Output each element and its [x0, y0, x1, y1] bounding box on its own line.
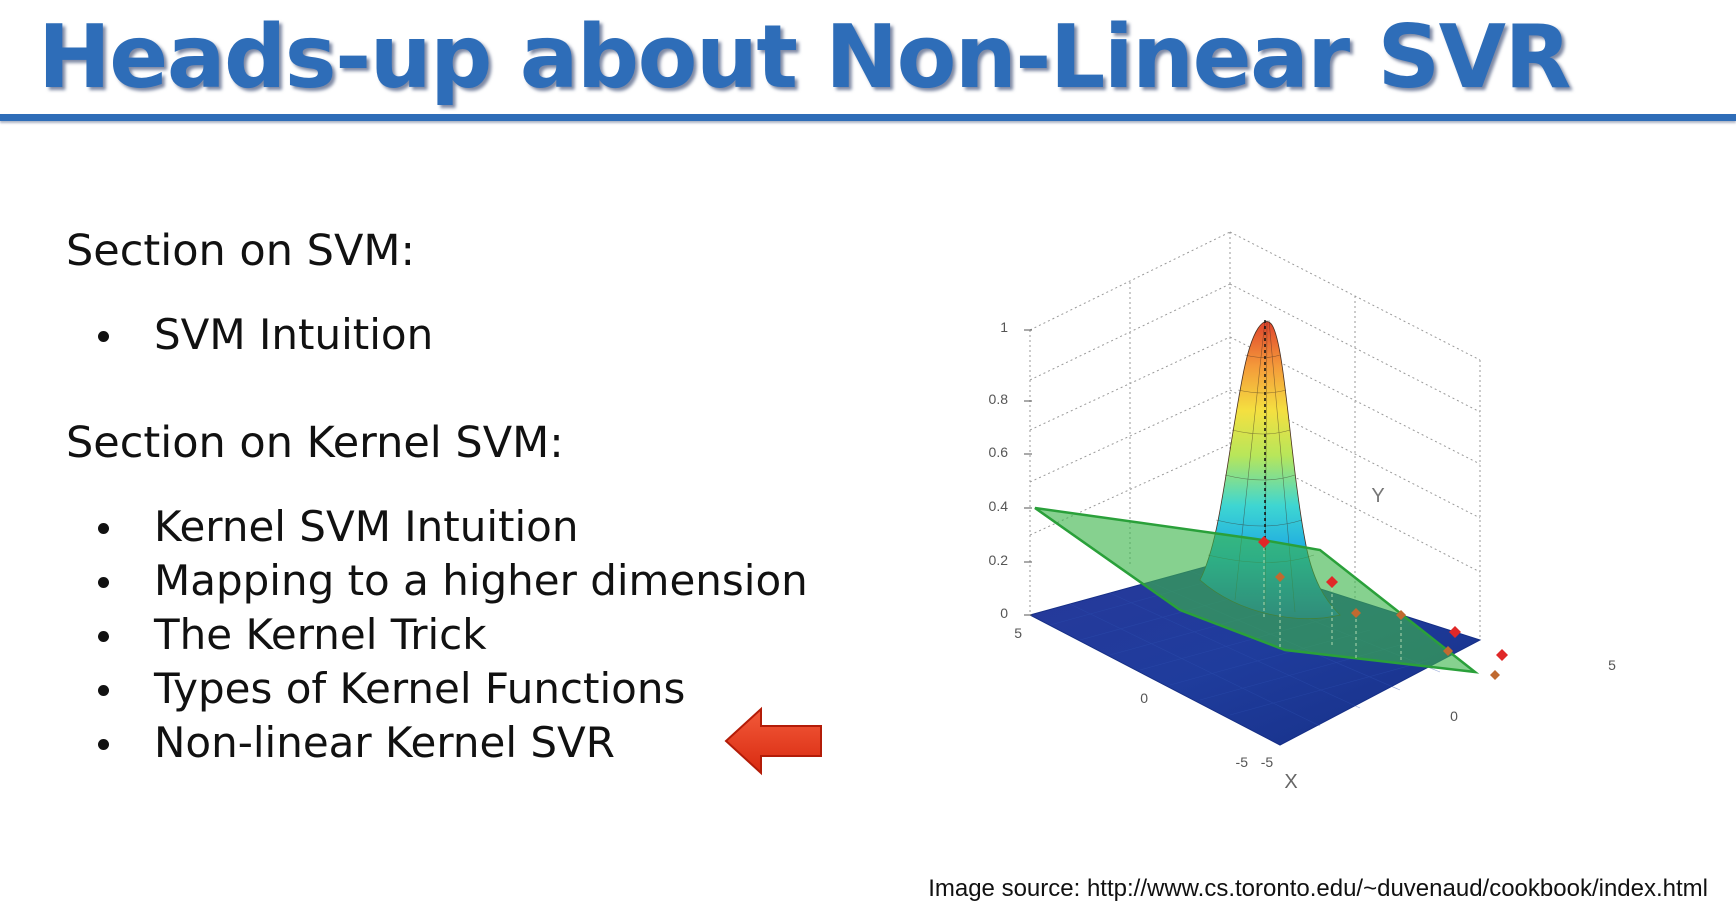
y-axis-label: Y [1371, 485, 1384, 507]
data-point [1443, 646, 1453, 656]
list-item-label: Types of Kernel Functions [154, 664, 686, 713]
y-tick-label: 0 [1140, 690, 1148, 706]
z-tick-label: 0.4 [989, 498, 1009, 514]
section-heading-svm: Section on SVM: [66, 226, 415, 276]
data-point [1496, 649, 1508, 661]
bullet-icon [98, 739, 109, 750]
y-tick-label: -5 [1236, 754, 1249, 770]
data-point [1326, 576, 1338, 588]
x-tick-label: 0 [1450, 708, 1458, 724]
section-heading-kernel-svm: Section on Kernel SVM: [66, 418, 564, 468]
data-point [1490, 670, 1500, 680]
left-arrow-icon [724, 706, 822, 776]
data-point [1275, 572, 1285, 582]
x-axis-ticks: -5 0 5 [1261, 657, 1616, 770]
x-axis-label: X [1284, 771, 1297, 793]
title-divider [0, 114, 1736, 121]
list-item-label: Kernel SVM Intuition [154, 502, 579, 551]
plane-edge [1034, 507, 1181, 611]
list-item-label: Non-linear Kernel SVR [154, 718, 615, 767]
y-axis-ticks: 5 0 -5 [1014, 625, 1248, 770]
data-points [1258, 536, 1508, 661]
slide-title: Heads-up about Non-Linear SVR [38, 6, 1571, 108]
data-points-below [1275, 572, 1500, 680]
z-tick-label: 0 [1000, 605, 1008, 621]
list-item-label: The Kernel Trick [154, 610, 487, 659]
data-point [1351, 608, 1361, 618]
z-tick-label: 0.8 [989, 391, 1009, 407]
bullet-icon [98, 685, 109, 696]
x-tick-label: -5 [1261, 754, 1274, 770]
bullet-icon [98, 331, 109, 342]
data-point [1258, 536, 1270, 548]
point-stems [1263, 542, 1402, 660]
z-tick-label: 0.2 [989, 552, 1009, 568]
gaussian-surface-plot: 0 0.2 0.4 0.6 0.8 1 -5 0 5 5 0 -5 X Y [989, 231, 1616, 793]
z-tick-label: 0.6 [989, 444, 1009, 460]
z-axis-tick-marks [1024, 329, 1032, 616]
list-item-label: SVM Intuition [154, 310, 434, 359]
bullet-icon [98, 577, 109, 588]
list-item-label: Mapping to a higher dimension [154, 556, 808, 605]
arrow-shape [724, 706, 822, 776]
y-tick-label: 5 [1014, 625, 1022, 641]
data-point [1396, 610, 1406, 620]
bullet-icon [98, 631, 109, 642]
z-tick-label: 1 [1000, 319, 1008, 335]
image-source-caption: Image source: http://www.cs.toronto.edu/… [928, 875, 1708, 902]
data-point [1449, 626, 1461, 638]
z-axis-ticks: 0 0.2 0.4 0.6 0.8 1 [989, 319, 1009, 621]
bullet-icon [98, 523, 109, 534]
x-tick-label: 5 [1608, 657, 1616, 673]
